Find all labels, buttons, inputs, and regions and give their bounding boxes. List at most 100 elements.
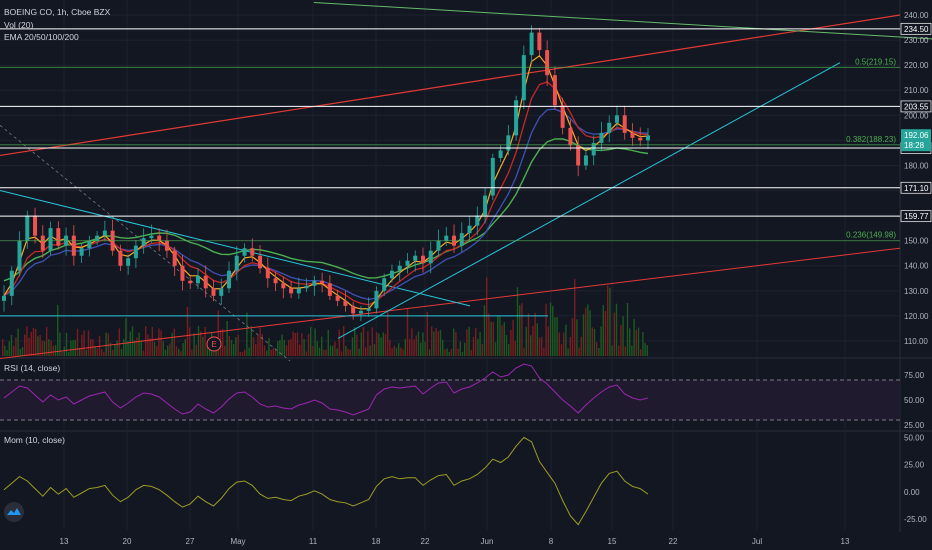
- volume-bar: [189, 327, 191, 356]
- volume-bar: [285, 345, 288, 356]
- candle-body: [149, 235, 154, 239]
- volume-bar: [413, 339, 415, 356]
- volume-bar: [376, 332, 378, 356]
- volume-bar: [96, 348, 98, 356]
- mom-tick-label: 0.00: [904, 488, 920, 497]
- volume-bar: [477, 338, 479, 356]
- volume-bar: [72, 340, 74, 356]
- volume-bar: [475, 328, 477, 356]
- volume-bar: [468, 326, 470, 356]
- volume-bar: [151, 327, 153, 356]
- time-tick-label: 13: [60, 537, 69, 546]
- candle-body: [397, 265, 402, 271]
- candle-body: [133, 245, 138, 259]
- volume-bar: [549, 302, 552, 356]
- volume-bar: [521, 303, 523, 356]
- volume-bar: [488, 313, 490, 356]
- volume-bar: [244, 349, 246, 356]
- time-tick-label: 22: [669, 537, 678, 546]
- volume-bar: [277, 341, 279, 356]
- volume-bar: [354, 327, 356, 356]
- volume-bar: [365, 347, 367, 356]
- volume-bar: [4, 345, 6, 356]
- volume-bar: [252, 337, 255, 356]
- volume-bar: [167, 345, 169, 356]
- volume-bar: [193, 333, 195, 356]
- volume-bar: [600, 326, 602, 356]
- volume-bar: [63, 346, 65, 356]
- volume-bar: [501, 325, 503, 356]
- time-axis: 13 20 27 May 11 18 22 Jun 8 15 22 Jul 13: [60, 537, 850, 546]
- candle-body: [358, 310, 363, 314]
- volume-bar: [552, 305, 554, 356]
- volume-bar: [10, 334, 13, 356]
- volume-bar: [556, 316, 558, 356]
- volume-bar: [175, 346, 178, 356]
- volume-bar: [160, 330, 162, 356]
- candle-body: [521, 55, 526, 101]
- volume-bar: [481, 344, 483, 356]
- volume-bar: [316, 341, 318, 356]
- volume-bar: [378, 333, 380, 356]
- candle-body: [420, 255, 425, 264]
- volume-bar: [321, 336, 323, 356]
- volume-bar: [303, 339, 305, 356]
- candle-body: [483, 195, 488, 216]
- candle-body: [405, 260, 410, 266]
- candle-body: [157, 235, 162, 241]
- volume-bar: [356, 334, 358, 356]
- candle-body: [514, 100, 519, 136]
- volume-bar: [259, 327, 261, 356]
- candle-body: [242, 248, 247, 256]
- volume-bar: [230, 339, 233, 356]
- volume-bar: [83, 330, 85, 356]
- volume-bar: [534, 312, 536, 356]
- volume-bar: [283, 339, 285, 356]
- volume-bar: [367, 331, 369, 356]
- volume-bar: [428, 349, 431, 356]
- candle-body: [413, 255, 418, 261]
- earnings-marker[interactable]: E: [206, 336, 222, 352]
- candle-body: [599, 132, 604, 143]
- volume-bar: [21, 347, 24, 356]
- volume-bar: [505, 335, 508, 356]
- current-price-label: 192.06: [904, 131, 929, 140]
- volume-legend: Vol (20): [4, 20, 34, 30]
- volume-bar: [261, 334, 263, 356]
- candle-body: [490, 157, 495, 196]
- candle-body: [428, 250, 433, 264]
- volume-bar: [134, 340, 136, 356]
- volume-bar: [547, 326, 549, 356]
- volume-bar: [598, 347, 600, 356]
- volume-bar: [613, 312, 615, 356]
- volume-bar: [536, 323, 538, 356]
- volume-bar: [360, 332, 362, 356]
- candle-body: [436, 240, 441, 251]
- time-tick-label: May: [230, 537, 245, 546]
- volume-bar: [420, 342, 422, 356]
- volume-bar: [136, 337, 138, 356]
- level-tag-box: [900, 181, 932, 194]
- volume-bar: [514, 340, 516, 356]
- candle-body: [2, 295, 6, 301]
- candle-body: [56, 228, 61, 246]
- candle-body: [87, 240, 92, 249]
- volume-bar: [587, 304, 589, 356]
- volume-bar: [147, 334, 149, 356]
- volume-bar: [523, 348, 525, 356]
- volume-bar: [578, 347, 580, 356]
- level-tag-box: [900, 210, 932, 223]
- volume-bar: [239, 351, 241, 356]
- volume-bar: [180, 351, 182, 356]
- candle-body: [459, 233, 464, 246]
- price-tick-label: 140.00: [904, 262, 929, 271]
- candle-body: [118, 250, 123, 266]
- volume-bar: [567, 348, 569, 356]
- candle-body: [560, 105, 565, 128]
- volume-bar: [593, 328, 596, 356]
- volume-bar: [270, 349, 272, 356]
- candle-body: [552, 75, 557, 106]
- fib-label: 0.5(219.15): [855, 57, 896, 66]
- candle-body: [374, 290, 379, 309]
